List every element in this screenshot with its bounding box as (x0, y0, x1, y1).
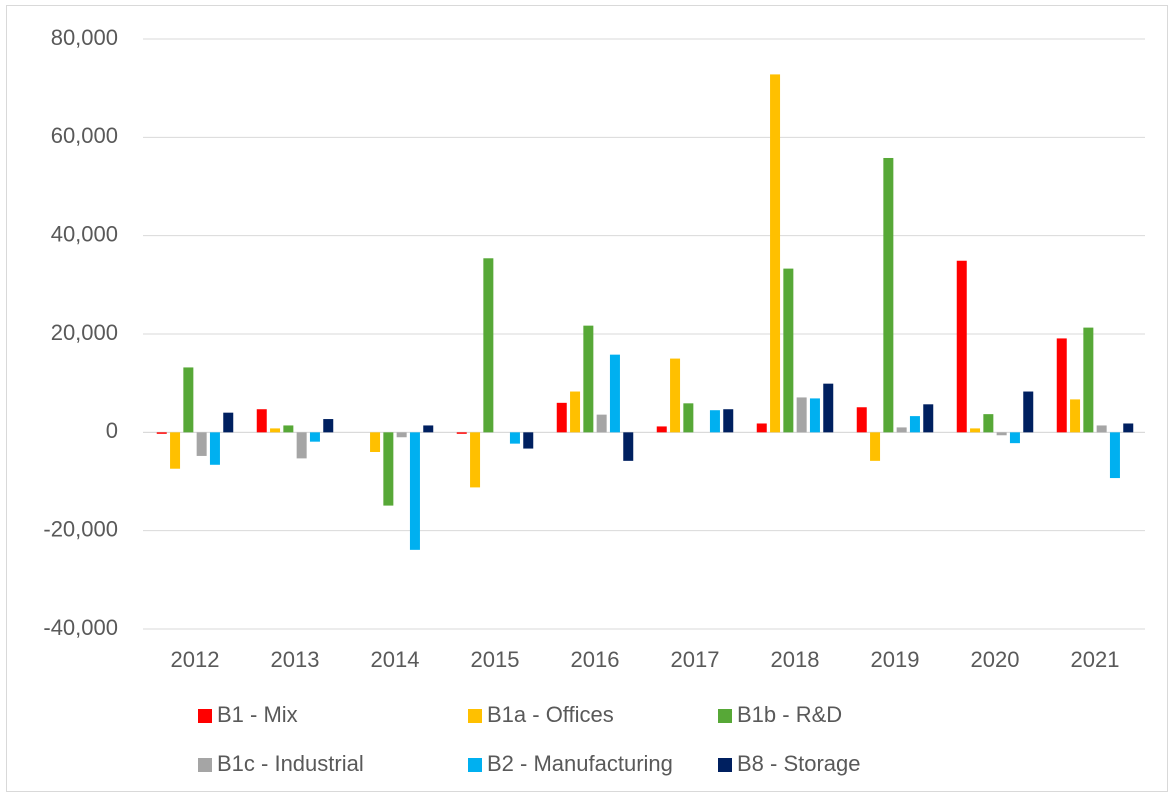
y-tick-label: 80,000 (51, 25, 118, 50)
bar (509, 432, 520, 444)
bar (983, 414, 994, 433)
legend-label: B1 - Mix (217, 702, 298, 727)
bar (156, 432, 167, 434)
bar (409, 432, 420, 550)
bar (956, 260, 967, 433)
y-tick-label: 20,000 (51, 320, 118, 345)
bar (396, 432, 407, 438)
bar (883, 157, 894, 433)
bar (656, 426, 667, 433)
legend-label: B1c - Industrial (217, 751, 364, 776)
legend-label: B8 - Storage (737, 751, 861, 776)
x-tick-label: 2019 (871, 647, 920, 672)
legend-swatch (468, 709, 482, 723)
bar (909, 416, 920, 433)
bar (783, 268, 794, 433)
bar (896, 427, 907, 433)
x-tick-label: 2016 (571, 647, 620, 672)
bar (1009, 432, 1020, 444)
bar (683, 403, 694, 433)
bar (309, 432, 320, 442)
bar (570, 391, 581, 433)
bar (809, 398, 820, 433)
bar (583, 325, 594, 433)
y-tick-label: -40,000 (43, 615, 118, 640)
bar (223, 412, 234, 433)
bar (923, 404, 934, 433)
bar (209, 432, 220, 465)
bar (1083, 327, 1094, 433)
y-tick-label: 60,000 (51, 123, 118, 148)
bar (796, 397, 807, 433)
bar (1070, 399, 1081, 433)
x-tick-label: 2017 (671, 647, 720, 672)
bar (1123, 423, 1134, 433)
bar (623, 432, 634, 461)
legend-label: B2 - Manufacturing (487, 751, 673, 776)
bar (170, 432, 181, 469)
x-tick-label: 2018 (771, 647, 820, 672)
bar (970, 428, 981, 433)
y-tick-label: 0 (106, 418, 118, 443)
legend-swatch (198, 709, 212, 723)
bar (856, 407, 867, 433)
bar (196, 432, 207, 456)
legend-label: B1b - R&D (737, 702, 842, 727)
bar (770, 74, 781, 433)
legend-label: B1a - Offices (487, 702, 614, 727)
bar (870, 432, 881, 461)
bar (283, 425, 294, 433)
bar (483, 258, 494, 433)
x-tick-label: 2015 (471, 647, 520, 672)
bar (1056, 338, 1067, 433)
bar (1109, 432, 1120, 479)
legend-swatch (198, 758, 212, 772)
x-tick-label: 2020 (971, 647, 1020, 672)
bar (596, 414, 607, 433)
bar (383, 432, 394, 506)
bar (823, 383, 834, 433)
bar (323, 419, 334, 433)
legend-swatch (718, 709, 732, 723)
bar (183, 367, 194, 433)
bar (270, 428, 281, 433)
x-tick-label: 2013 (271, 647, 320, 672)
bar (756, 423, 767, 433)
bar (609, 354, 620, 433)
bar (1023, 391, 1034, 433)
x-tick-label: 2012 (171, 647, 220, 672)
bar (296, 432, 307, 459)
bar (523, 432, 534, 449)
y-tick-label: 40,000 (51, 221, 118, 246)
bar (709, 410, 720, 433)
bar (556, 402, 567, 433)
bar (723, 409, 734, 433)
x-tick-label: 2021 (1071, 647, 1120, 672)
bar (256, 409, 267, 433)
bar (423, 425, 434, 433)
bar (996, 432, 1007, 436)
y-tick-label: -20,000 (43, 516, 118, 541)
bar (1096, 425, 1107, 433)
legend-swatch (468, 758, 482, 772)
bar (670, 358, 681, 433)
bar (456, 432, 467, 434)
x-tick-label: 2014 (371, 647, 420, 672)
bar (370, 432, 381, 452)
bar (470, 432, 481, 488)
legend-swatch (718, 758, 732, 772)
